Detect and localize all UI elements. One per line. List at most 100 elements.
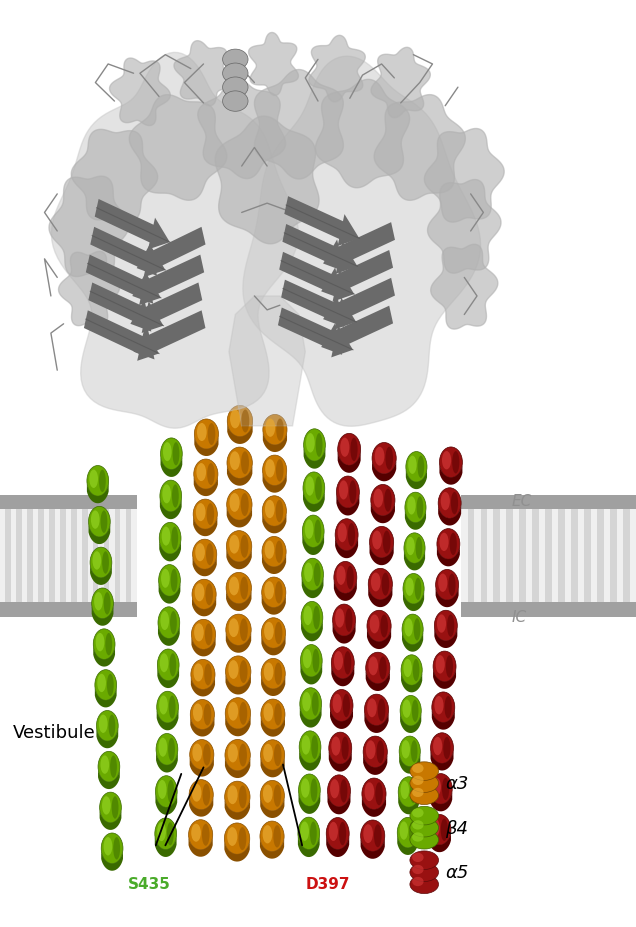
Ellipse shape (407, 497, 416, 515)
Ellipse shape (399, 821, 408, 840)
Ellipse shape (441, 819, 448, 841)
Ellipse shape (204, 664, 212, 686)
Ellipse shape (263, 825, 272, 844)
Polygon shape (49, 177, 129, 277)
Ellipse shape (375, 447, 384, 466)
Ellipse shape (442, 778, 449, 800)
Ellipse shape (416, 538, 422, 560)
Bar (467, 510, 474, 603)
Polygon shape (301, 621, 323, 641)
Ellipse shape (206, 543, 214, 565)
Ellipse shape (265, 460, 275, 478)
Polygon shape (439, 466, 462, 485)
Ellipse shape (193, 704, 203, 722)
Bar (82, 510, 88, 603)
Ellipse shape (399, 736, 420, 767)
Ellipse shape (203, 743, 211, 766)
Ellipse shape (431, 819, 439, 837)
Ellipse shape (158, 607, 180, 639)
Ellipse shape (265, 541, 274, 559)
Ellipse shape (372, 531, 382, 550)
Ellipse shape (412, 832, 424, 842)
Ellipse shape (340, 780, 347, 803)
Ellipse shape (89, 470, 98, 489)
Bar (115, 510, 120, 603)
Bar (126, 510, 131, 603)
Bar (0, 495, 137, 510)
Ellipse shape (404, 533, 425, 564)
Ellipse shape (301, 559, 324, 591)
Polygon shape (225, 758, 251, 778)
Ellipse shape (379, 656, 387, 679)
Ellipse shape (410, 786, 439, 805)
Ellipse shape (432, 692, 455, 723)
Ellipse shape (443, 737, 450, 759)
Ellipse shape (313, 606, 320, 629)
Ellipse shape (448, 574, 455, 596)
Ellipse shape (100, 511, 107, 533)
Ellipse shape (412, 700, 418, 722)
Ellipse shape (167, 781, 174, 804)
Bar (584, 510, 591, 603)
Polygon shape (160, 500, 182, 520)
Ellipse shape (262, 537, 286, 567)
Ellipse shape (414, 618, 420, 641)
Bar (571, 510, 577, 603)
Polygon shape (315, 81, 410, 188)
Ellipse shape (191, 824, 201, 842)
Polygon shape (402, 633, 423, 652)
Ellipse shape (446, 655, 453, 678)
Bar (558, 510, 565, 603)
Ellipse shape (172, 485, 179, 508)
Polygon shape (374, 95, 466, 201)
Ellipse shape (385, 447, 393, 470)
Polygon shape (331, 667, 354, 687)
Ellipse shape (160, 438, 183, 470)
Polygon shape (191, 678, 215, 697)
Polygon shape (328, 794, 350, 815)
Bar (610, 510, 616, 603)
Ellipse shape (264, 663, 273, 681)
Ellipse shape (343, 694, 350, 717)
Ellipse shape (99, 470, 106, 492)
Ellipse shape (230, 493, 240, 513)
Ellipse shape (229, 535, 239, 554)
Ellipse shape (335, 519, 358, 552)
Ellipse shape (373, 489, 383, 508)
Ellipse shape (302, 692, 311, 712)
Ellipse shape (207, 503, 214, 526)
Ellipse shape (240, 618, 248, 641)
Ellipse shape (226, 489, 252, 521)
Ellipse shape (333, 604, 356, 637)
Ellipse shape (195, 543, 205, 562)
Ellipse shape (191, 660, 215, 690)
Polygon shape (189, 798, 213, 817)
Ellipse shape (300, 645, 322, 678)
Ellipse shape (314, 520, 321, 543)
Polygon shape (401, 674, 422, 692)
Polygon shape (433, 670, 456, 689)
Ellipse shape (275, 501, 283, 523)
Ellipse shape (95, 670, 116, 701)
Ellipse shape (412, 788, 424, 797)
Polygon shape (198, 80, 286, 180)
Ellipse shape (305, 520, 314, 540)
Polygon shape (302, 535, 324, 555)
Polygon shape (229, 297, 305, 426)
Ellipse shape (298, 774, 321, 806)
Polygon shape (157, 668, 179, 689)
Text: α5: α5 (445, 863, 469, 882)
Ellipse shape (100, 756, 109, 774)
Polygon shape (193, 558, 217, 577)
Bar (461, 603, 636, 617)
Polygon shape (334, 581, 357, 602)
Polygon shape (100, 811, 121, 830)
Polygon shape (160, 458, 183, 477)
Bar (532, 510, 539, 603)
Bar (481, 510, 487, 603)
Ellipse shape (193, 500, 218, 529)
Polygon shape (97, 730, 118, 748)
Ellipse shape (204, 704, 211, 726)
Ellipse shape (342, 737, 349, 760)
Ellipse shape (158, 565, 181, 597)
